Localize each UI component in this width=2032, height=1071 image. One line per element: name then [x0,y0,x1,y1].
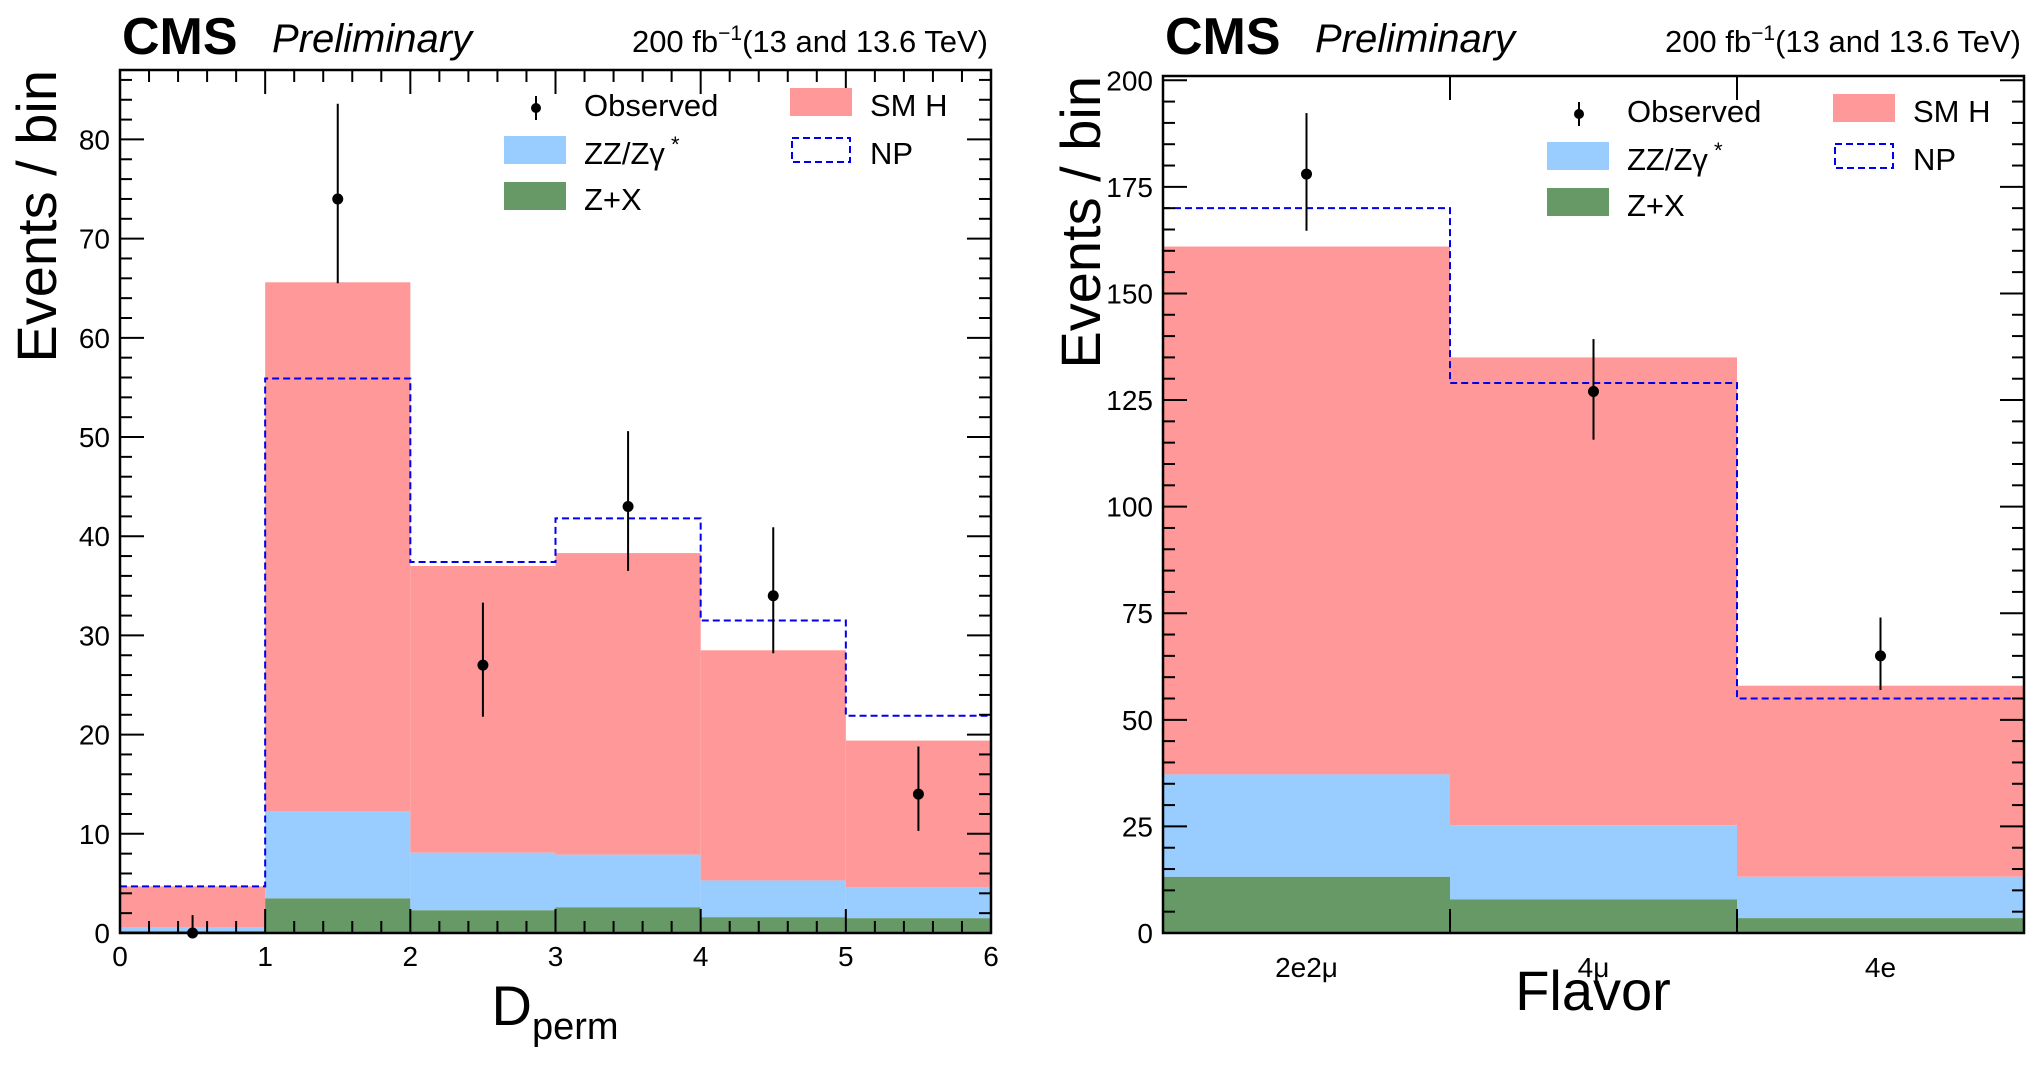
legend-swatch-zz [1547,142,1609,170]
x-tick-label: 0 [112,941,128,972]
bar-sm-h-bin-3 [555,553,701,855]
legend-label-np: NP [1913,142,1956,177]
observed-point-bin-2 [1875,650,1886,662]
legend-label-zz: ZZ/Zγ * [584,132,680,171]
legend-swatch-np [791,137,851,163]
lumi-label: 200 fb−1(13 and 13.6 TeV) [1665,22,2021,59]
y-tick-label: 0 [94,918,110,949]
y-tick-label: 50 [79,422,110,453]
bar-sm-h-bin-1 [265,282,411,811]
bar-sm-h-bin-0 [1163,246,1450,775]
bar-zz-z-bin-5 [845,887,991,919]
x-category-label: 4e [1865,952,1896,983]
y-tick-label: 125 [1106,385,1153,416]
chart-panel-dperm: CMS Preliminary 200 fb−1(13 and 13.6 TeV) 0… [5,8,999,1048]
x-tick-label: 4 [693,941,709,972]
y-axis-label: Events / bin [5,70,68,363]
observed-point-bin-4 [767,590,779,602]
preliminary-label: Preliminary [1315,17,1518,61]
legend-label-np: NP [870,136,913,171]
legend-swatch-zx [1547,188,1609,216]
cms-label: CMS [1165,8,1281,66]
x-axis-label: Flavor [1515,959,1671,1022]
legend-label-zx: Z+X [584,182,642,217]
chart-panel-flavor: CMS Preliminary 200 fb−1(13 and 13.6 TeV) 0… [1016,0,2032,1071]
observed-point-bin-1 [1588,386,1599,398]
y-tick-label: 10 [79,819,110,850]
legend-label-observed: Observed [584,88,718,123]
observed-point-bin-0 [1301,168,1312,180]
y-tick-label: 175 [1106,172,1153,203]
dperm-chart: CMS Preliminary 200 fb−1(13 and 13.6 TeV) 0… [5,8,999,1048]
legend-label-zx: Z+X [1627,188,1685,223]
legend-swatch-zz [504,136,566,164]
y-tick-label: 100 [1106,492,1153,523]
bar-zz-z-bin-2 [410,852,556,911]
bar-z-x-bin-1 [265,898,411,933]
cms-label: CMS [122,8,238,66]
observed-point-bin-2 [477,659,489,671]
legend-label-smh: SM H [1913,94,1991,129]
legend-label-smh: SM H [870,88,948,123]
bar-z-x-bin-2 [1737,918,2024,933]
y-axis-label: Events / bin [1049,76,1112,369]
y-tick-label: 60 [79,323,110,354]
legend-observed-marker [1574,109,1584,119]
y-tick-label: 30 [79,620,110,651]
legend-observed-marker [531,103,541,113]
bar-zz-z-bin-0 [1163,774,1450,877]
bar-z-x-bin-1 [1450,899,1737,933]
bar-z-x-bin-4 [700,917,846,933]
y-tick-label: 70 [79,224,110,255]
bar-z-x-bin-5 [845,918,991,933]
y-tick-label: 50 [1122,705,1153,736]
bar-zz-z-bin-4 [700,880,846,918]
bar-zz-z-bin-2 [1737,876,2024,919]
observed-point-bin-5 [912,788,924,800]
legend: Observed ZZ/Zγ * Z+X SM H NP [504,88,948,217]
bar-zz-z-bin-3 [555,854,701,908]
bar-zz-z-bin-1 [1450,825,1737,900]
y-tick-label: 150 [1106,278,1153,309]
legend-swatch-zx [504,182,566,210]
np-step-line [120,377,991,888]
bar-z-x-bin-2 [410,910,556,933]
y-tick-label: 200 [1106,65,1153,96]
x-category-label: 2e2μ [1275,952,1338,983]
y-tick-label: 20 [79,720,110,751]
x-tick-label: 5 [838,941,854,972]
x-tick-label: 6 [983,941,999,972]
y-tick-label: 75 [1122,598,1153,629]
legend-swatch-np [1834,143,1894,169]
legend-label-zz: ZZ/Zγ * [1627,138,1723,177]
legend-label-observed: Observed [1627,94,1761,129]
x-axis-label: Dperm [491,974,618,1048]
bar-sm-h-bin-2 [1737,685,2024,877]
observed-point-bin-1 [332,193,344,205]
plot-frame [1161,74,2026,935]
legend-swatch-smh [790,88,852,116]
y-tick-label: 80 [79,124,110,155]
x-tick-label: 2 [403,941,419,972]
bar-sm-h-bin-4 [700,650,846,881]
observed-point-bin-3 [622,500,634,512]
flavor-chart: CMS Preliminary 200 fb−1(13 and 13.6 TeV) 0… [1049,8,2026,1022]
x-category-label: 4μ [1578,952,1610,983]
y-tick-label: 25 [1122,811,1153,842]
x-tick-label: 3 [548,941,564,972]
bar-z-x-bin-0 [1163,876,1450,933]
legend: Observed ZZ/Zγ * Z+X SM H NP [1547,94,1991,223]
y-tick-label: 40 [79,521,110,552]
y-tick-label: 0 [1137,918,1153,949]
legend-swatch-smh [1833,94,1895,122]
x-tick-label: 1 [257,941,273,972]
lumi-label: 200 fb−1(13 and 13.6 TeV) [632,22,988,59]
bar-zz-z-bin-1 [265,810,411,899]
preliminary-label: Preliminary [272,17,475,61]
bar-z-x-bin-3 [555,907,701,933]
